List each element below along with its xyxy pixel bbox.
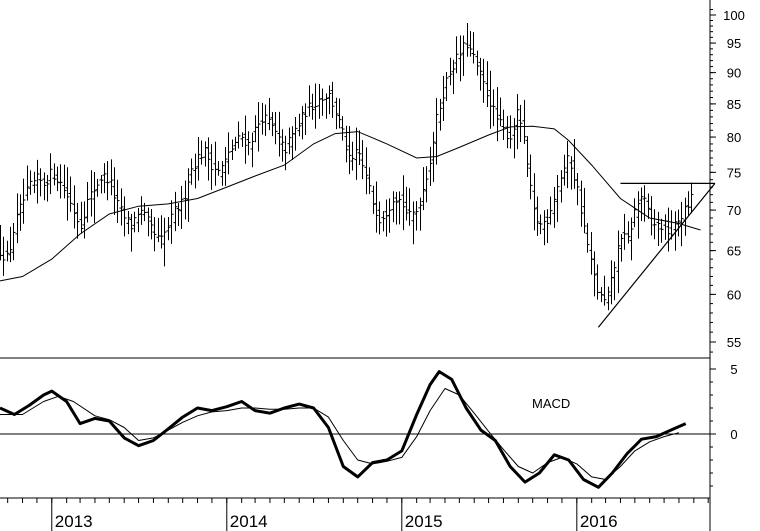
price-tick-label: 90 [727,66,741,81]
year-label: 2016 [580,512,618,531]
price-tick-label: 85 [727,97,741,112]
price-tick-label: 70 [727,203,741,218]
year-label: 2015 [405,512,443,531]
price-tick-label: 60 [727,287,741,302]
macd-line [0,370,687,489]
moving-average-line [0,125,701,282]
price-overlays [0,125,716,328]
macd-lines [0,370,687,489]
price-bars [0,22,694,311]
macd-tick-label: 5 [730,362,737,377]
macd-label: MACD [532,396,570,411]
time-axis: 2013 2014 2015 2016 [7,498,709,531]
price-tick-label: 75 [727,165,741,180]
support-trend-line [597,183,716,328]
year-label: 2014 [230,512,268,531]
macd-tick-label: 0 [730,427,737,442]
price-tick-label: 65 [727,244,741,259]
price-tick-label: 100 [723,8,745,23]
price-axis: 55 60 65 70 75 80 85 90 95 100 [710,8,745,353]
price-tick-label: 55 [727,335,741,350]
year-label: 2013 [55,512,93,531]
chart-frame [0,0,711,531]
macd-axis: 05 [710,362,738,487]
price-tick-label: 95 [727,36,741,51]
price-tick-label: 80 [727,130,741,145]
